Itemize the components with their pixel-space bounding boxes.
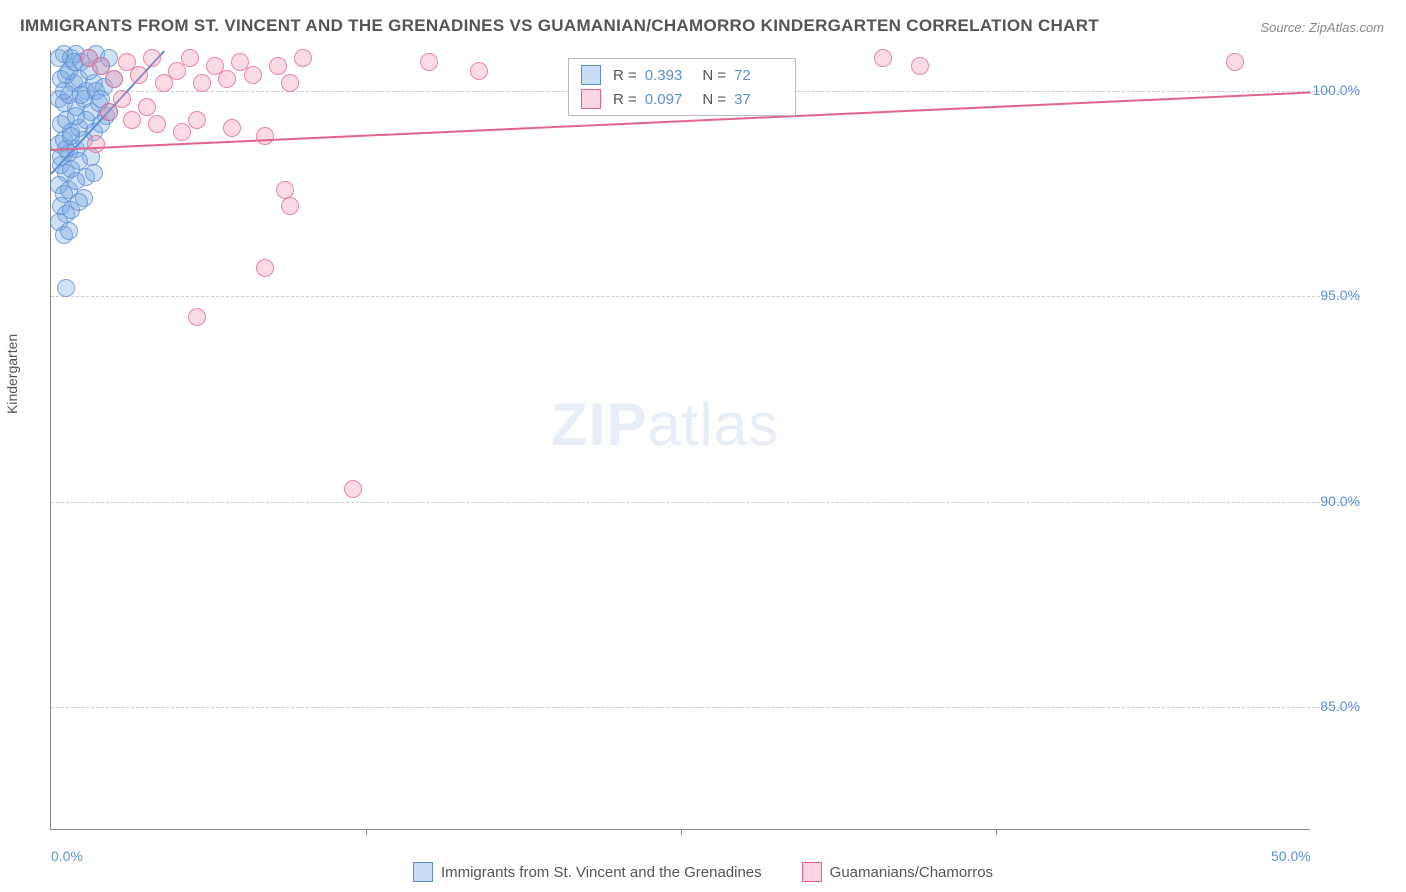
y-axis-label: Kindergarten	[4, 334, 20, 414]
scatter-point	[55, 82, 73, 100]
legend-swatch	[581, 65, 601, 85]
legend-label-blue: Immigrants from St. Vincent and the Gren…	[441, 864, 762, 881]
scatter-point	[138, 98, 156, 116]
legend-top-row: R = 0.097 N = 37	[569, 87, 795, 111]
legend-item-pink: Guamanians/Chamorros	[802, 862, 993, 882]
scatter-point	[148, 115, 166, 133]
legend-n-value: 72	[734, 67, 751, 84]
scatter-point	[181, 49, 199, 67]
legend-r-value: 0.393	[645, 67, 683, 84]
y-tick-label: 85.0%	[1320, 698, 1360, 714]
scatter-point	[143, 49, 161, 67]
scatter-point	[223, 119, 241, 137]
y-tick-label: 90.0%	[1320, 493, 1360, 509]
scatter-point	[173, 123, 191, 141]
legend-n-label: N =	[702, 67, 726, 84]
gridline-h	[51, 502, 1360, 503]
legend-n-value: 37	[734, 91, 751, 108]
scatter-point	[87, 135, 105, 153]
scatter-point	[256, 127, 274, 145]
x-tick-mark	[681, 829, 682, 835]
scatter-point	[188, 111, 206, 129]
watermark-bold: ZIP	[551, 391, 647, 458]
scatter-point	[874, 49, 892, 67]
x-tick-mark	[996, 829, 997, 835]
scatter-point	[105, 70, 123, 88]
scatter-point	[276, 181, 294, 199]
legend-top-row: R = 0.393 N = 72	[569, 63, 795, 87]
source-label: Source: ZipAtlas.com	[1260, 20, 1384, 35]
watermark: ZIPatlas	[551, 390, 779, 459]
scatter-point	[193, 74, 211, 92]
chart-title: IMMIGRANTS FROM ST. VINCENT AND THE GREN…	[20, 16, 1099, 36]
scatter-point	[244, 66, 262, 84]
legend-r-value: 0.097	[645, 91, 683, 108]
x-tick-mark	[366, 829, 367, 835]
scatter-point	[57, 279, 75, 297]
legend-r-label: R =	[613, 91, 637, 108]
scatter-point	[420, 53, 438, 71]
scatter-point	[1226, 53, 1244, 71]
watermark-light: atlas	[647, 391, 779, 458]
scatter-point	[123, 111, 141, 129]
scatter-point	[130, 66, 148, 84]
scatter-point	[269, 57, 287, 75]
scatter-point	[470, 62, 488, 80]
gridline-h	[51, 707, 1360, 708]
scatter-point	[113, 90, 131, 108]
legend-label-pink: Guamanians/Chamorros	[830, 864, 993, 881]
y-tick-label: 100.0%	[1313, 82, 1360, 98]
scatter-point	[67, 172, 85, 190]
gridline-h	[51, 296, 1360, 297]
scatter-point	[344, 480, 362, 498]
legend-swatch-pink	[802, 862, 822, 882]
scatter-point	[218, 70, 236, 88]
scatter-point	[281, 74, 299, 92]
scatter-point	[67, 107, 85, 125]
legend-bottom: Immigrants from St. Vincent and the Gren…	[0, 862, 1406, 882]
scatter-point	[256, 259, 274, 277]
scatter-point	[70, 193, 88, 211]
legend-r-label: R =	[613, 67, 637, 84]
y-tick-label: 95.0%	[1320, 287, 1360, 303]
scatter-point	[294, 49, 312, 67]
legend-n-label: N =	[702, 91, 726, 108]
legend-swatch-blue	[413, 862, 433, 882]
scatter-point	[85, 164, 103, 182]
scatter-point	[281, 197, 299, 215]
legend-swatch	[581, 89, 601, 109]
legend-top: R = 0.393 N = 72 R = 0.097 N = 37	[568, 58, 796, 116]
scatter-point	[60, 222, 78, 240]
plot-area: ZIPatlas 85.0%90.0%95.0%100.0%0.0%50.0%	[50, 50, 1310, 830]
chart-container: IMMIGRANTS FROM ST. VINCENT AND THE GREN…	[0, 0, 1406, 892]
legend-item-blue: Immigrants from St. Vincent and the Gren…	[413, 862, 762, 882]
scatter-point	[911, 57, 929, 75]
scatter-point	[188, 308, 206, 326]
